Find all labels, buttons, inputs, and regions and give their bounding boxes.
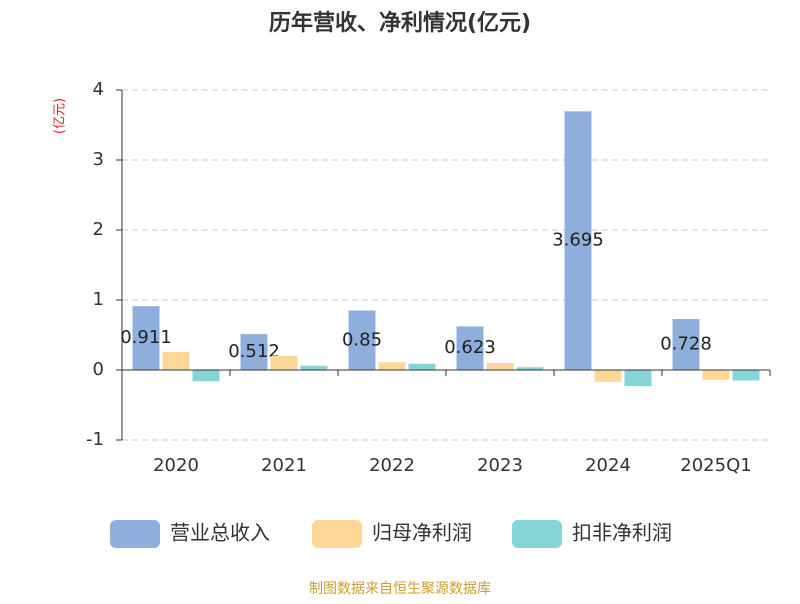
y-tick-label: 2 [93,219,104,240]
y-tick-label: 4 [93,79,104,100]
bar [132,306,160,370]
bar [300,365,328,370]
bar [192,370,220,382]
value-label: 0.728 [660,334,712,355]
chart-title: 历年营收、净利情况(亿元) [269,10,531,36]
value-label: 0.623 [444,337,496,358]
value-label: 0.85 [342,329,382,350]
bar [408,363,436,370]
bar [456,326,484,370]
source-note: 制图数据来自恒生聚源数据库 [309,581,491,597]
bar [564,111,592,370]
bar [348,310,376,370]
bar [594,370,622,382]
y-tick-label: 0 [93,359,104,380]
legend-label: 扣非净利润 [572,521,672,545]
bar [240,334,268,370]
legend-label: 归母净利润 [372,521,472,545]
y-tick-label: -1 [86,429,104,450]
value-label: 0.911 [120,327,172,348]
bar [516,367,544,370]
legend-label: 营业总收入 [170,521,270,545]
bar [270,356,298,370]
bar [702,370,730,380]
bar [378,362,406,370]
x-tick-label: 2024 [585,455,631,476]
y-tick-label: 1 [93,289,104,310]
y-axis-label: (亿元) [53,98,68,134]
x-tick-label: 2022 [369,455,415,476]
x-tick-label: 2021 [261,455,307,476]
x-tick-label: 2020 [153,455,199,476]
bar [624,370,652,387]
bar [672,319,700,370]
x-tick-label: 2025Q1 [680,455,751,476]
legend-swatch [110,520,160,548]
y-tick-label: 3 [93,149,104,170]
value-label: 3.695 [552,230,604,251]
legend-swatch [512,520,562,548]
value-label: 0.512 [228,341,280,362]
bar [162,351,190,370]
bar [732,370,760,381]
legend-swatch [312,520,362,548]
bar [486,363,514,370]
x-tick-label: 2023 [477,455,523,476]
